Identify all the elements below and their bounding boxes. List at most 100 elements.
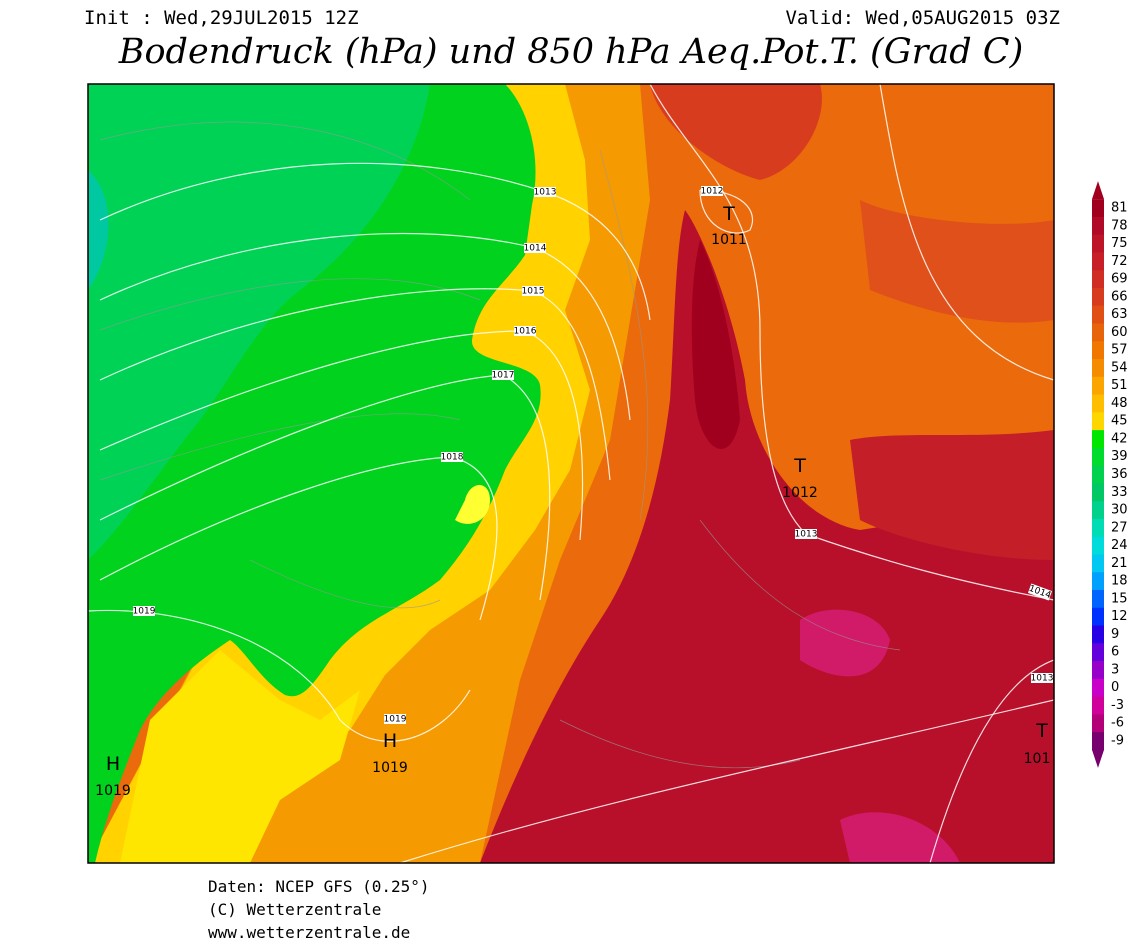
colorbar-swatch: [1092, 678, 1104, 698]
isobar-label-bg: [441, 452, 463, 462]
map-labels: H 1019 H 1019 T 1011 T 1012 T 101 1013 1014 1015 1016…: [95, 186, 1053, 799]
isobar: [99, 162, 651, 321]
colorbar-swatch: [1092, 376, 1104, 396]
isobar-label-bg: [534, 187, 556, 197]
pressure-center-symbol: H: [106, 753, 120, 775]
isobar-label-text: 1013: [534, 188, 557, 198]
colorbar: 8178757269666360575451484542393633302724…: [1092, 181, 1128, 768]
isobar-label-bg: [492, 370, 514, 380]
colorbar-arrow-top: [1092, 181, 1104, 200]
colorbar-label: 18: [1111, 574, 1128, 589]
colorbar-label: 30: [1111, 503, 1128, 518]
isobar-label: 1013: [534, 187, 557, 198]
colorbar-swatch: [1092, 394, 1104, 413]
contour-lines: [99, 121, 901, 769]
isobar: [88, 609, 471, 742]
colorbar-swatch: [1092, 430, 1104, 449]
footer-url: www.wetterzentrale.de: [208, 923, 410, 942]
colorbar-label: 42: [1111, 431, 1128, 446]
colorbar-swatch: [1092, 323, 1104, 342]
isobar-label: 1019: [384, 714, 407, 725]
colorbar-label: -3: [1111, 698, 1124, 713]
colorbar-label: 6: [1111, 645, 1119, 660]
colorbar-swatch: [1092, 483, 1104, 502]
isobar: [929, 659, 1054, 863]
colorbar-label: 33: [1111, 485, 1128, 500]
pressure-center-value: 1019: [372, 760, 408, 776]
isobar-label-text: 1018: [441, 453, 464, 463]
footer-source: Daten: NCEP GFS (0.25°): [208, 877, 430, 896]
pressure-center-symbol: T: [722, 203, 735, 225]
orange-red-zone: [860, 200, 1054, 323]
colorbar-label: 12: [1111, 609, 1128, 624]
magenta-patch: [800, 609, 890, 677]
isobar: [399, 699, 1054, 863]
colorbar-swatch: [1092, 625, 1104, 644]
pressure-center-symbol: T: [793, 455, 806, 477]
colorbar-label: 51: [1111, 378, 1128, 393]
isobar: [99, 374, 551, 601]
magenta-patch: [840, 812, 960, 863]
colorbar-swatch: [1092, 341, 1104, 360]
isobar-label-text: 1019: [384, 715, 407, 725]
isobar-label: 1013: [1031, 673, 1053, 684]
isobar-label: 1016: [514, 326, 537, 337]
isobar-label: 1019: [133, 606, 156, 617]
isobar-label-text: 1017: [492, 371, 515, 381]
colorbar-label: 75: [1111, 236, 1128, 251]
pressure-center-value: 101: [1024, 751, 1051, 767]
colorbar-swatch: [1092, 252, 1104, 271]
isobar-label-text: 1012: [701, 187, 724, 197]
isobar-label: 1013: [795, 529, 817, 540]
colorbar-swatch: [1092, 199, 1104, 218]
colorbar-label: 57: [1111, 343, 1128, 358]
colorbar-label: -9: [1111, 734, 1124, 749]
colorbar-swatch: [1092, 234, 1104, 253]
colorbar-label: -6: [1111, 716, 1124, 731]
isobar-label: 1017: [492, 370, 515, 381]
pressure-center-value: 1012: [782, 485, 818, 501]
isobar: [99, 288, 611, 481]
isobar-label-text: 1015: [522, 287, 545, 297]
isobar: [699, 189, 754, 234]
colorbar-swatch: [1092, 714, 1104, 733]
colorbar-swatch: [1092, 589, 1104, 609]
isobar-label: 1018: [441, 452, 464, 463]
colorbar-label: 63: [1111, 307, 1128, 322]
colorbar-label: 0: [1111, 680, 1119, 695]
isobar: [649, 84, 1054, 601]
map-title: Bodendruck (hPa) und 850 hPa Aeq.Pot.T. …: [118, 32, 1023, 72]
colorbar-swatch: [1092, 287, 1104, 307]
isobar-label-bg: [522, 286, 544, 296]
isobar-label-bg: [795, 529, 817, 539]
dark-red-zone: [480, 210, 1054, 863]
colorbar-label: 36: [1111, 467, 1128, 482]
colorbar-swatch: [1092, 696, 1104, 715]
colorbar-swatch: [1092, 554, 1104, 573]
colorbar-label: 39: [1111, 449, 1128, 464]
pressure-center-symbol: T: [1035, 720, 1048, 742]
colorbar-label: 27: [1111, 520, 1128, 535]
colorbar-label: 69: [1111, 272, 1128, 287]
isobar: [879, 84, 1054, 381]
map-field: [88, 84, 1054, 863]
isobar-label-bg: [1031, 673, 1053, 683]
red-north: [650, 84, 822, 180]
colorbar-swatch: [1092, 536, 1104, 555]
colorbar-label: 21: [1111, 556, 1128, 571]
colorbar-swatch: [1092, 643, 1104, 662]
colorbar-swatch: [1092, 270, 1104, 289]
isobar-label: 1012: [701, 186, 724, 197]
colorbar-swatch: [1092, 607, 1104, 627]
colorbar-swatch: [1092, 661, 1104, 680]
isobar-label-bg: [514, 326, 536, 336]
isobar-label-text: 1019: [133, 607, 156, 617]
colorbar-label: 45: [1111, 414, 1128, 429]
colorbar-swatch: [1092, 447, 1104, 467]
isobar-label: 1014: [524, 243, 547, 254]
colorbar-arrow-bottom: [1092, 749, 1104, 768]
colorbar-swatch: [1092, 359, 1104, 378]
isobar-label-text: 1014: [524, 244, 547, 254]
footer-copyright: (C) Wetterzentrale: [208, 900, 381, 919]
colorbar-swatch: [1092, 732, 1104, 751]
